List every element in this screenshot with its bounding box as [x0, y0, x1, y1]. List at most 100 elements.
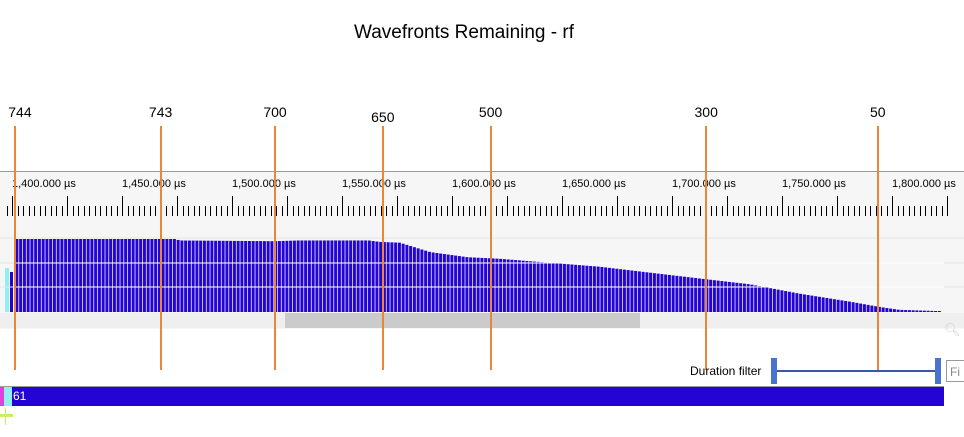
bar — [667, 274, 671, 312]
x-tick — [320, 206, 322, 216]
x-tick — [122, 196, 124, 216]
duration-filter-label: Duration filter — [690, 364, 762, 378]
x-tick — [171, 206, 173, 216]
bar — [94, 239, 98, 312]
annotation-line — [876, 126, 879, 370]
bar — [375, 241, 379, 312]
x-tick-label: 1,800.000 µs — [892, 178, 956, 190]
bar — [236, 240, 240, 312]
annotation-line — [705, 126, 708, 370]
bar — [619, 269, 623, 312]
timeline-panel[interactable]: 1,400.000 µs 1,450.000 µs 1,500.000 µs 1,55… — [0, 171, 964, 337]
x-tick — [892, 196, 894, 216]
x-tick — [446, 206, 448, 216]
bar — [911, 310, 915, 312]
bar — [300, 240, 304, 312]
zoom-magnifier-icon[interactable]: 🔍︎ — [944, 322, 961, 337]
bar — [352, 240, 356, 312]
x-tick — [534, 206, 536, 216]
x-tick — [831, 206, 833, 216]
bar — [214, 240, 218, 312]
bar — [877, 306, 881, 312]
bar — [937, 311, 941, 312]
annotation-label: 744 — [8, 104, 32, 120]
bar — [626, 270, 630, 312]
x-tick — [23, 206, 25, 216]
bar — [825, 298, 829, 312]
bar — [266, 241, 270, 312]
x-tick — [760, 206, 762, 216]
bar — [386, 242, 390, 312]
x-tick — [281, 206, 283, 216]
bar — [251, 241, 255, 312]
x-tick — [666, 206, 668, 216]
slider-handle-min[interactable] — [771, 358, 777, 384]
x-tick — [314, 206, 316, 216]
x-tick — [364, 206, 366, 216]
x-tick — [727, 196, 729, 216]
scrollbar-thumb[interactable] — [285, 313, 640, 328]
bar — [307, 240, 311, 312]
bar — [60, 239, 64, 312]
x-tick — [699, 206, 701, 216]
bar — [780, 290, 784, 312]
bar — [525, 260, 529, 312]
bar — [637, 271, 641, 312]
bar — [206, 240, 210, 312]
x-tick — [551, 206, 553, 216]
x-tick — [397, 196, 399, 216]
filter-input[interactable]: Fi — [946, 360, 964, 382]
bar — [716, 280, 720, 312]
x-tick — [710, 206, 712, 216]
bar — [724, 281, 728, 312]
x-tick — [826, 206, 828, 216]
time-ruler[interactable]: 1,400.000 µs 1,450.000 µs 1,500.000 µs 1,55… — [0, 172, 964, 222]
x-tick — [908, 206, 910, 216]
bar — [679, 276, 683, 312]
x-tick — [589, 206, 591, 216]
x-tick — [820, 206, 822, 216]
bar — [450, 255, 454, 312]
cyan-bar — [5, 268, 9, 312]
x-tick — [166, 206, 168, 216]
bar — [439, 253, 443, 312]
bar — [360, 240, 364, 312]
x-tick-label: 1,750.000 µs — [782, 178, 846, 190]
x-tick — [408, 206, 410, 216]
x-tick — [743, 206, 745, 216]
bar — [866, 304, 870, 312]
bar — [844, 300, 848, 312]
x-tick — [875, 206, 877, 216]
bar — [765, 287, 769, 312]
bar — [851, 302, 855, 312]
x-tick-label: 1,700.000 µs — [672, 178, 736, 190]
bar — [731, 282, 735, 312]
bar — [870, 305, 874, 312]
bar — [15, 239, 19, 312]
x-tick — [914, 206, 916, 216]
x-tick — [34, 206, 36, 216]
bar — [431, 252, 435, 312]
x-tick — [815, 206, 817, 216]
bar — [581, 265, 585, 312]
bar — [405, 244, 409, 312]
bar — [367, 240, 371, 312]
slider-handle-max[interactable] — [935, 358, 941, 384]
bar — [169, 239, 173, 312]
bar — [161, 239, 165, 312]
duration-filter-slider[interactable] — [771, 357, 941, 385]
x-tick — [39, 206, 41, 216]
x-tick — [501, 206, 503, 216]
bottom-track-bar[interactable]: 61 — [0, 386, 944, 406]
x-tick — [72, 206, 74, 216]
bar — [686, 277, 690, 312]
bar — [551, 263, 555, 312]
bar — [165, 239, 169, 312]
x-tick — [765, 206, 767, 216]
x-tick — [672, 196, 674, 216]
bar — [900, 309, 904, 312]
horizontal-scrollbar[interactable] — [0, 313, 964, 328]
x-tick — [226, 206, 228, 216]
x-tick — [265, 206, 267, 216]
x-tick — [89, 206, 91, 216]
